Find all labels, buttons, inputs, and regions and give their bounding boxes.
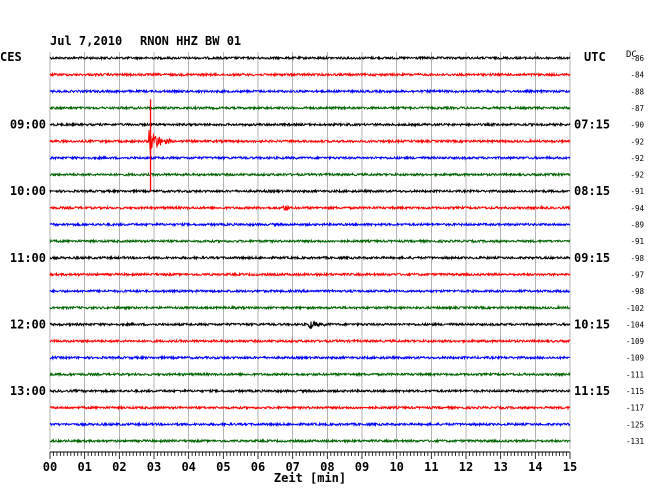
x-tick-label-00: 00: [43, 460, 57, 474]
dc-offset-label: -102: [626, 304, 644, 313]
right-time-label: 10:15: [574, 317, 610, 331]
left-time-label: 13:00: [10, 384, 46, 398]
dc-offset-label: -115: [626, 387, 644, 396]
dc-offset-label: -89: [630, 221, 644, 230]
x-tick-label-07: 07: [285, 460, 299, 474]
date-label: Jul 7,2010: [50, 34, 122, 48]
trace-9: [49, 204, 571, 211]
trace-12: [49, 254, 571, 261]
right-time-label: 11:15: [574, 384, 610, 398]
trace-0: [49, 55, 571, 61]
dc-offset-label: -117: [626, 404, 644, 413]
x-axis-ticks: 00 01 02 03 04 05 06 07 08 09 10 11 12 13 14 15: [43, 451, 577, 474]
trace-11: [49, 238, 571, 245]
trace-6: [49, 154, 571, 161]
dc-offset-label: -87: [630, 104, 644, 113]
left-timezone-label: CES: [0, 50, 22, 64]
trace-15: [49, 304, 571, 311]
trace-18: [49, 354, 571, 361]
dc-offset-label: -92: [630, 137, 644, 146]
right-time-label: 07:15: [574, 118, 610, 132]
x-tick-label-01: 01: [77, 460, 91, 474]
left-time-labels: 09:00 10:00 11:00 12:00 13:00: [10, 118, 46, 398]
trace-21: [49, 404, 571, 411]
dc-offset-label: -98: [630, 254, 644, 263]
trace-1: [49, 71, 571, 78]
trace-10: [49, 221, 571, 228]
x-tick-label-11: 11: [424, 460, 438, 474]
dc-offset-label: -91: [630, 187, 644, 196]
dc-offset-label: -91: [630, 237, 644, 246]
right-timezone-label: UTC: [584, 50, 606, 64]
x-tick-label-05: 05: [216, 460, 230, 474]
dc-offset-label: -111: [626, 370, 644, 379]
trace-3: [49, 105, 571, 111]
trace-7: [49, 171, 571, 178]
trace-13: [49, 271, 571, 278]
trace-23: [49, 437, 571, 444]
trace-19: [49, 371, 571, 378]
right-time-label: 09:15: [574, 251, 610, 265]
dc-offset-label: -131: [626, 437, 644, 446]
dc-offset-label: -98: [630, 287, 644, 296]
dc-offset-label: -109: [626, 354, 644, 363]
dc-offset-label: -97: [630, 270, 644, 279]
x-tick-label-14: 14: [528, 460, 542, 474]
dc-offset-label: -88: [630, 87, 644, 96]
x-tick-label-10: 10: [389, 460, 403, 474]
dc-offset-label: -125: [626, 420, 644, 429]
left-time-label: 11:00: [10, 251, 46, 265]
dc-offset-label: -104: [626, 320, 645, 329]
x-axis-label: Zeit [min]: [274, 471, 346, 485]
dc-offset-label: -86: [630, 54, 644, 63]
left-time-label: 09:00: [10, 118, 46, 132]
station-label: RNON HHZ BW 01: [140, 34, 241, 48]
x-tick-label-04: 04: [181, 460, 195, 474]
right-time-labels: 07:15 08:15 09:15 10:15 11:15: [574, 118, 610, 398]
dc-offset-labels: -86 -84 -88 -87 -90 -92 -92 -92 -91 -94 -89 -91 -98 -…: [626, 54, 645, 446]
dc-offset-label: -109: [626, 337, 644, 346]
trace-2: [49, 88, 570, 95]
trace-20: [49, 387, 571, 394]
dc-offset-label: -90: [630, 121, 644, 130]
trace-16: [49, 320, 571, 330]
x-tick-label-12: 12: [459, 460, 473, 474]
left-time-label: 10:00: [10, 184, 46, 198]
seismic-traces: [49, 55, 571, 444]
trace-22: [49, 421, 571, 428]
x-tick-label-09: 09: [355, 460, 369, 474]
trace-17: [49, 338, 571, 345]
trace-14: [49, 288, 571, 295]
x-tick-label-06: 06: [251, 460, 265, 474]
dc-offset-label: -92: [630, 154, 644, 163]
trace-4: [49, 121, 571, 128]
dc-offset-label: -94: [630, 204, 644, 213]
minute-gridlines: [49, 52, 571, 449]
trace-8: [49, 188, 571, 195]
x-tick-label-15: 15: [563, 460, 577, 474]
dc-offset-label: -92: [630, 171, 644, 180]
left-time-label: 12:00: [10, 317, 46, 331]
x-tick-label-08: 08: [320, 460, 334, 474]
trace-5: [49, 129, 571, 155]
x-tick-label-02: 02: [112, 460, 126, 474]
x-tick-label-13: 13: [493, 460, 507, 474]
x-tick-label-03: 03: [147, 460, 161, 474]
dc-header-label: DC: [626, 50, 637, 60]
right-time-label: 08:15: [574, 184, 610, 198]
dc-offset-label: -84: [630, 71, 644, 80]
